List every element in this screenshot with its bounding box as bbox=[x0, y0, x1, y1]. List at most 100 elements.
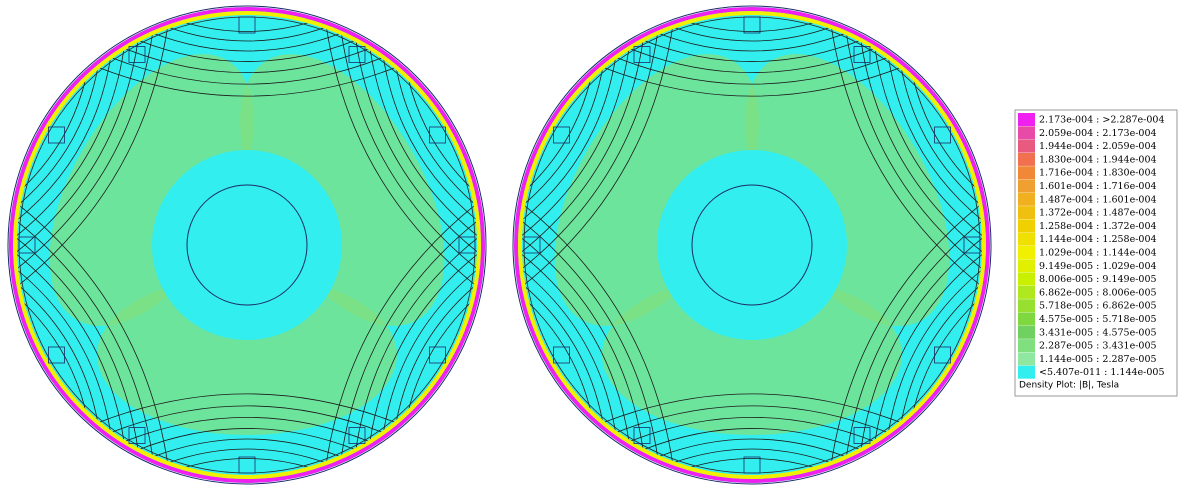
field-line bbox=[887, 57, 983, 222]
field-line bbox=[407, 300, 473, 412]
slot bbox=[238, 16, 256, 34]
field-line bbox=[97, 66, 397, 97]
field-line bbox=[407, 78, 473, 190]
flux-lobe bbox=[240, 54, 445, 326]
slot bbox=[128, 427, 146, 444]
legend-swatch bbox=[1018, 219, 1035, 233]
field-line bbox=[355, 40, 480, 254]
field-line bbox=[152, 32, 342, 52]
legend-label: 1.830e-004 : 1.944e-004 bbox=[1039, 154, 1157, 165]
field-line bbox=[687, 21, 817, 32]
legend-swatch bbox=[1018, 365, 1035, 379]
field-line bbox=[523, 67, 604, 206]
field-line bbox=[97, 393, 397, 424]
field-line bbox=[615, 56, 889, 85]
field-line bbox=[167, 26, 327, 42]
field-line bbox=[830, 26, 981, 286]
slot bbox=[633, 427, 651, 444]
legend-swatch bbox=[1018, 113, 1035, 126]
slot bbox=[48, 126, 65, 144]
field-line bbox=[523, 26, 674, 286]
legend-swatch bbox=[1018, 246, 1035, 259]
legend-swatch bbox=[1018, 285, 1035, 299]
slot bbox=[853, 46, 871, 63]
field-line bbox=[123, 417, 371, 443]
slot bbox=[934, 126, 951, 144]
field-line bbox=[860, 40, 985, 254]
slot bbox=[48, 346, 65, 364]
flux-lobe bbox=[49, 54, 254, 326]
legend-swatch bbox=[1018, 126, 1035, 140]
legend-label: 1.716e-004 : 1.830e-004 bbox=[1039, 168, 1157, 179]
field-line bbox=[519, 48, 630, 238]
slot bbox=[963, 236, 981, 254]
field-line bbox=[526, 78, 592, 190]
field-line bbox=[18, 67, 99, 206]
field-line bbox=[21, 78, 87, 190]
field-line bbox=[521, 268, 617, 433]
field-line bbox=[874, 252, 985, 442]
legend-label: 1.601e-004 : 1.716e-004 bbox=[1039, 181, 1157, 192]
legend-swatch bbox=[1018, 312, 1035, 326]
field-line bbox=[14, 236, 139, 450]
field-line bbox=[325, 26, 476, 286]
field-line bbox=[325, 204, 476, 464]
legend-label: 4.575e-005 : 5.718e-005 bbox=[1039, 314, 1157, 325]
field-line bbox=[830, 204, 981, 464]
ring-mid bbox=[13, 11, 481, 479]
legend-label: 9.149e-005 : 1.029e-004 bbox=[1039, 261, 1157, 272]
legend-box bbox=[1014, 109, 1178, 397]
legend-swatch bbox=[1018, 299, 1035, 313]
slot bbox=[348, 46, 366, 63]
legend-label: <5.407e-011 : 1.144e-005 bbox=[1039, 367, 1165, 378]
field-line bbox=[874, 48, 985, 238]
legend-label: 1.144e-005 : 2.287e-005 bbox=[1039, 354, 1157, 365]
slot bbox=[429, 126, 446, 144]
field-line bbox=[16, 57, 112, 222]
field-line bbox=[182, 21, 312, 32]
field-line bbox=[18, 284, 99, 423]
legend-label: 2.287e-005 : 3.431e-005 bbox=[1039, 341, 1157, 352]
plot-body bbox=[514, 7, 990, 483]
field-line bbox=[672, 26, 832, 42]
field-line bbox=[182, 458, 312, 469]
slot bbox=[934, 346, 951, 364]
legend-label: 6.862e-005 : 8.006e-005 bbox=[1039, 287, 1157, 298]
legend-swatch bbox=[1018, 152, 1035, 166]
field-line bbox=[369, 252, 480, 442]
legend-swatch bbox=[1018, 192, 1035, 206]
field-line bbox=[395, 67, 476, 206]
legend-label: 5.718e-005 : 6.862e-005 bbox=[1039, 301, 1157, 312]
legend-label: 1.029e-004 : 1.144e-004 bbox=[1039, 248, 1157, 259]
slot bbox=[238, 456, 256, 474]
slot bbox=[553, 346, 570, 364]
field-line bbox=[382, 57, 478, 222]
field-line bbox=[14, 40, 139, 254]
field-line bbox=[642, 428, 862, 451]
slot bbox=[743, 16, 761, 34]
field-line bbox=[14, 252, 125, 442]
field-line bbox=[519, 236, 644, 450]
field-line bbox=[657, 438, 847, 458]
field-line bbox=[523, 284, 604, 423]
field-line bbox=[18, 204, 169, 464]
field-line bbox=[521, 220, 659, 458]
legend-label: 2.059e-004 : 2.173e-004 bbox=[1039, 128, 1157, 139]
field-line bbox=[526, 300, 592, 412]
plot-body bbox=[9, 7, 485, 483]
field-line bbox=[642, 39, 862, 62]
legend-label: 1.258e-004 : 1.372e-004 bbox=[1039, 221, 1157, 232]
slot bbox=[128, 46, 146, 63]
legend-label: 1.487e-004 : 1.601e-004 bbox=[1039, 194, 1157, 205]
boundary bbox=[512, 5, 992, 485]
legend-swatch bbox=[1018, 206, 1035, 220]
legend-label: 8.006e-005 : 9.149e-005 bbox=[1039, 274, 1157, 285]
ring-mid bbox=[518, 11, 986, 479]
field-line bbox=[845, 220, 983, 458]
field-line bbox=[395, 284, 476, 423]
field-line bbox=[628, 47, 876, 73]
legend-swatch bbox=[1018, 139, 1035, 153]
inner-cyan bbox=[152, 150, 342, 340]
field-line bbox=[16, 220, 154, 458]
